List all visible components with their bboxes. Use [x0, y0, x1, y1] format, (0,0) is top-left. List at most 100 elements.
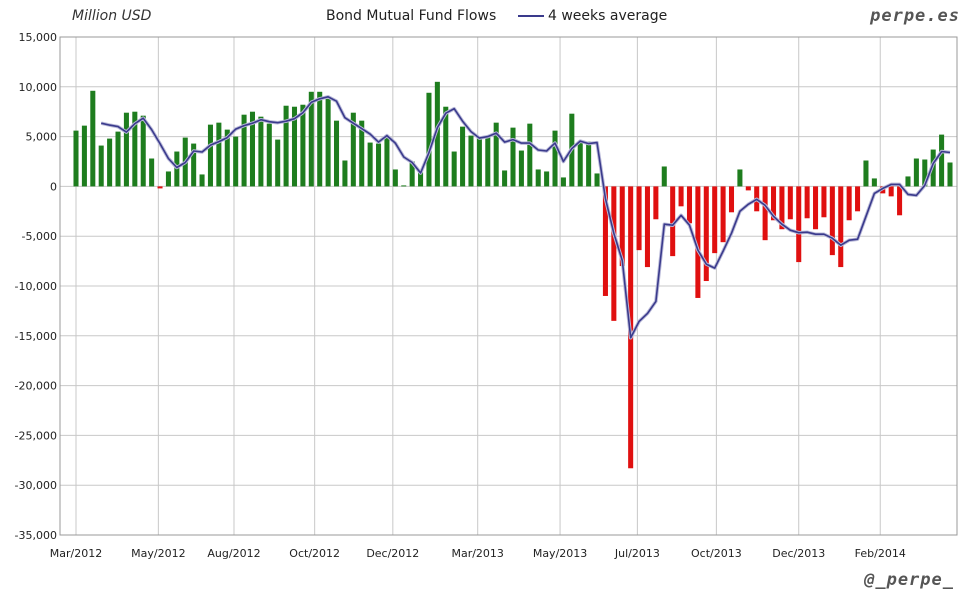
- flow-bar: [359, 120, 365, 187]
- flow-bar: [367, 142, 373, 187]
- flow-bar: [636, 186, 642, 251]
- flow-bar: [392, 169, 398, 187]
- chart-title: Bond Mutual Fund Flows: [326, 8, 497, 24]
- flow-bar: [401, 185, 407, 187]
- flow-bar: [796, 186, 802, 263]
- flow-bar: [308, 91, 314, 187]
- y-axis: 15,000 10,000 5,000 0 -5,000 -10,000 -15,000 -2…: [15, 31, 57, 542]
- flow-bar: [140, 115, 146, 187]
- flow-bar: [535, 169, 541, 187]
- flow-bar: [291, 106, 298, 187]
- flow-bar: [863, 160, 869, 187]
- legend: 4 weeks average: [518, 8, 667, 24]
- y-tick-label: 5,000: [26, 131, 58, 144]
- flow-bar: [905, 176, 911, 187]
- flow-bar: [502, 170, 508, 187]
- flow-bar: [443, 106, 449, 187]
- flow-bar: [199, 174, 205, 187]
- flow-bar: [266, 123, 272, 187]
- x-tick-label: Oct/2012: [289, 547, 340, 560]
- x-tick-label: Jul/2013: [614, 547, 660, 560]
- flow-bar: [476, 137, 482, 187]
- plot-frame: [59, 36, 958, 536]
- flow-bar: [468, 135, 474, 187]
- flow-bar: [695, 186, 701, 298]
- x-tick-label: Oct/2013: [691, 547, 742, 560]
- flow-bar: [81, 125, 87, 187]
- flow-bar: [577, 141, 583, 187]
- flow-bar: [544, 171, 550, 187]
- flow-bar: [855, 186, 861, 212]
- flow-bar: [922, 159, 928, 187]
- flow-bar: [249, 111, 256, 187]
- flow-bar: [132, 111, 138, 187]
- x-tick-label: May/2012: [131, 547, 185, 560]
- flow-bar: [98, 145, 104, 187]
- flow-bar: [602, 186, 608, 296]
- flow-bar: [107, 138, 113, 187]
- flow-bar: [241, 114, 247, 187]
- flow-bar: [670, 186, 676, 257]
- flow-bar: [73, 130, 79, 187]
- legend-label: 4 weeks average: [548, 8, 668, 24]
- flow-bar: [350, 112, 356, 187]
- y-tick-label: 10,000: [19, 81, 58, 94]
- flow-bar: [207, 124, 213, 187]
- flow-bar: [493, 122, 499, 187]
- flow-bar: [510, 127, 516, 187]
- flow-bar: [712, 186, 718, 254]
- flow-bar: [90, 90, 96, 187]
- legend-line-swatch: [518, 15, 544, 17]
- average-line-group: [100, 95, 951, 340]
- flow-bar: [829, 186, 835, 256]
- flow-bar: [560, 177, 566, 187]
- flow-bar: [720, 186, 726, 243]
- flow-bar: [888, 186, 894, 197]
- x-axis: Mar/2012 May/2012 Aug/2012 Oct/2012 Dec/2012…: [50, 547, 906, 560]
- flow-bar: [283, 105, 289, 187]
- flow-bar: [460, 126, 466, 187]
- flow-bar: [527, 123, 533, 187]
- flow-bar: [619, 186, 625, 267]
- flow-bar: [123, 112, 129, 187]
- flow-bar: [703, 186, 709, 282]
- flow-bar: [939, 134, 945, 187]
- flow-bar: [787, 186, 793, 220]
- y-tick-label: -5,000: [22, 230, 57, 243]
- x-tick-label: Aug/2012: [207, 547, 260, 560]
- flow-bar: [871, 178, 877, 187]
- flow-bar: [342, 160, 348, 187]
- flow-bar: [275, 139, 281, 187]
- author-handle: @_perpe_: [864, 570, 954, 590]
- flow-bar: [678, 186, 684, 207]
- y-tick-label: -20,000: [15, 380, 57, 393]
- flow-bar: [779, 186, 785, 230]
- flow-bar: [426, 92, 432, 187]
- flow-bar: [518, 150, 524, 187]
- flow-bar: [897, 186, 903, 216]
- flow-bar: [846, 186, 852, 221]
- average-line: [101, 96, 951, 339]
- unit-label: Million USD: [72, 8, 152, 24]
- y-tick-label: -15,000: [15, 330, 57, 343]
- flow-bar: [333, 120, 340, 187]
- flow-bar: [409, 161, 415, 187]
- flow-bar: [216, 122, 222, 187]
- x-tick-label: Dec/2013: [772, 547, 825, 560]
- y-tick-label: 0: [50, 180, 57, 193]
- flow-bar: [838, 186, 844, 268]
- flow-bar: [418, 172, 424, 187]
- flow-bar: [762, 186, 768, 241]
- x-tick-label: Mar/2012: [50, 547, 102, 560]
- flow-bar: [821, 186, 827, 218]
- flow-bar: [770, 186, 777, 221]
- y-tick-label: 15,000: [19, 31, 58, 44]
- flow-bar: [149, 158, 155, 187]
- flow-bar: [552, 130, 558, 187]
- flow-bar: [745, 186, 751, 191]
- flow-bar: [611, 186, 617, 321]
- flow-bar: [804, 186, 810, 219]
- flow-bar: [384, 135, 390, 187]
- grid-lines: [60, 36, 957, 536]
- x-tick-label: Feb/2014: [855, 547, 906, 560]
